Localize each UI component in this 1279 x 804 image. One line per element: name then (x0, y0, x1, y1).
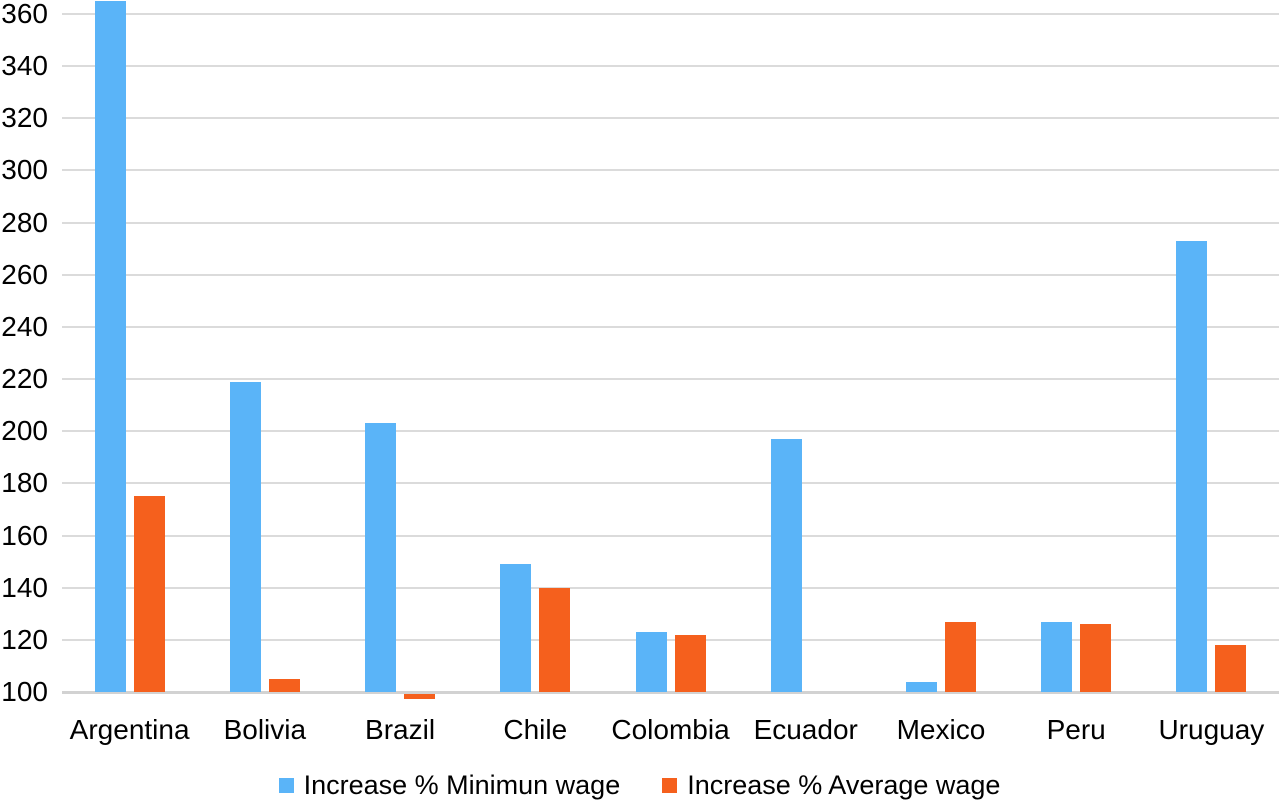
bar-minimum-wage-argentina (94, 0, 126, 692)
gridline-260 (62, 273, 1279, 276)
bar-average-wage-uruguay (1215, 645, 1247, 692)
x-axis-label-brazil: Brazil (365, 714, 436, 745)
legend-swatch-average-wage-icon (662, 777, 678, 793)
gridline-300 (62, 169, 1279, 172)
y-tick-label-160: 160 (1, 519, 48, 551)
x-axis-label-argentina: Argentina (69, 714, 190, 745)
legend-item-average-wage: Increase % Average wage (662, 770, 1000, 800)
y-tick-label-200: 200 (1, 415, 48, 447)
bar-average-wage-bolivia (268, 678, 300, 692)
bar-average-wage-mexico (944, 621, 976, 692)
bar-minimum-wage-peru (1041, 621, 1073, 692)
gridline-240 (62, 325, 1279, 328)
bar-minimum-wage-colombia (635, 632, 667, 692)
legend: Increase % Minimun wage Increase % Avera… (0, 770, 1279, 800)
legend-item-minimum-wage: Increase % Minimun wage (278, 770, 621, 800)
y-tick-label-280: 280 (1, 206, 48, 238)
y-tick-label-100: 100 (1, 676, 48, 707)
gridline-220 (62, 378, 1279, 381)
x-axis-label-uruguay: Uruguay (1158, 714, 1265, 745)
x-axis-label-peru: Peru (1046, 714, 1106, 745)
gridline-360 (62, 13, 1279, 15)
bar-minimum-wage-bolivia (229, 381, 261, 692)
gridline-320 (62, 117, 1279, 120)
bar-average-wage-peru (1080, 624, 1112, 692)
y-tick-label-140: 140 (1, 571, 48, 603)
x-axis-label-bolivia: Bolivia (223, 714, 307, 745)
gridline-180 (62, 482, 1279, 485)
gridline-120 (62, 638, 1279, 641)
y-tick-label-360: 360 (1, 0, 48, 29)
y-tick-label-240: 240 (1, 310, 48, 342)
bar-minimum-wage-brazil (365, 423, 397, 692)
gridline-200 (62, 430, 1279, 433)
x-axis-label-colombia: Colombia (611, 714, 730, 745)
bar-minimum-wage-uruguay (1176, 240, 1208, 692)
legend-label-minimum-wage: Increase % Minimun wage (303, 770, 621, 800)
y-tick-label-320: 320 (1, 102, 48, 134)
bar-average-wage-brazil (404, 694, 436, 700)
y-tick-label-300: 300 (1, 154, 48, 186)
y-tick-label-220: 220 (1, 363, 48, 395)
y-tick-label-180: 180 (1, 467, 48, 499)
gridline-140 (62, 586, 1279, 589)
y-tick-label-340: 340 (1, 50, 48, 82)
bar-average-wage-argentina (133, 496, 165, 692)
bar-minimum-wage-ecuador (770, 439, 802, 692)
gridline-160 (62, 534, 1279, 537)
bar-average-wage-colombia (674, 634, 706, 692)
bar-minimum-wage-mexico (905, 681, 937, 692)
gridline-100 (62, 691, 1279, 694)
bar-minimum-wage-chile (500, 564, 532, 692)
legend-label-average-wage: Increase % Average wage (687, 770, 1001, 800)
y-tick-label-260: 260 (1, 258, 48, 290)
legend-swatch-minimum-wage-icon (278, 777, 294, 793)
x-axis-label-chile: Chile (503, 714, 568, 745)
gridline-280 (62, 221, 1279, 224)
x-axis-label-mexico: Mexico (896, 714, 986, 745)
gridline-340 (62, 65, 1279, 68)
x-axis-label-ecuador: Ecuador (753, 714, 858, 745)
y-tick-label-120: 120 (1, 623, 48, 655)
bar-average-wage-chile (539, 587, 571, 692)
